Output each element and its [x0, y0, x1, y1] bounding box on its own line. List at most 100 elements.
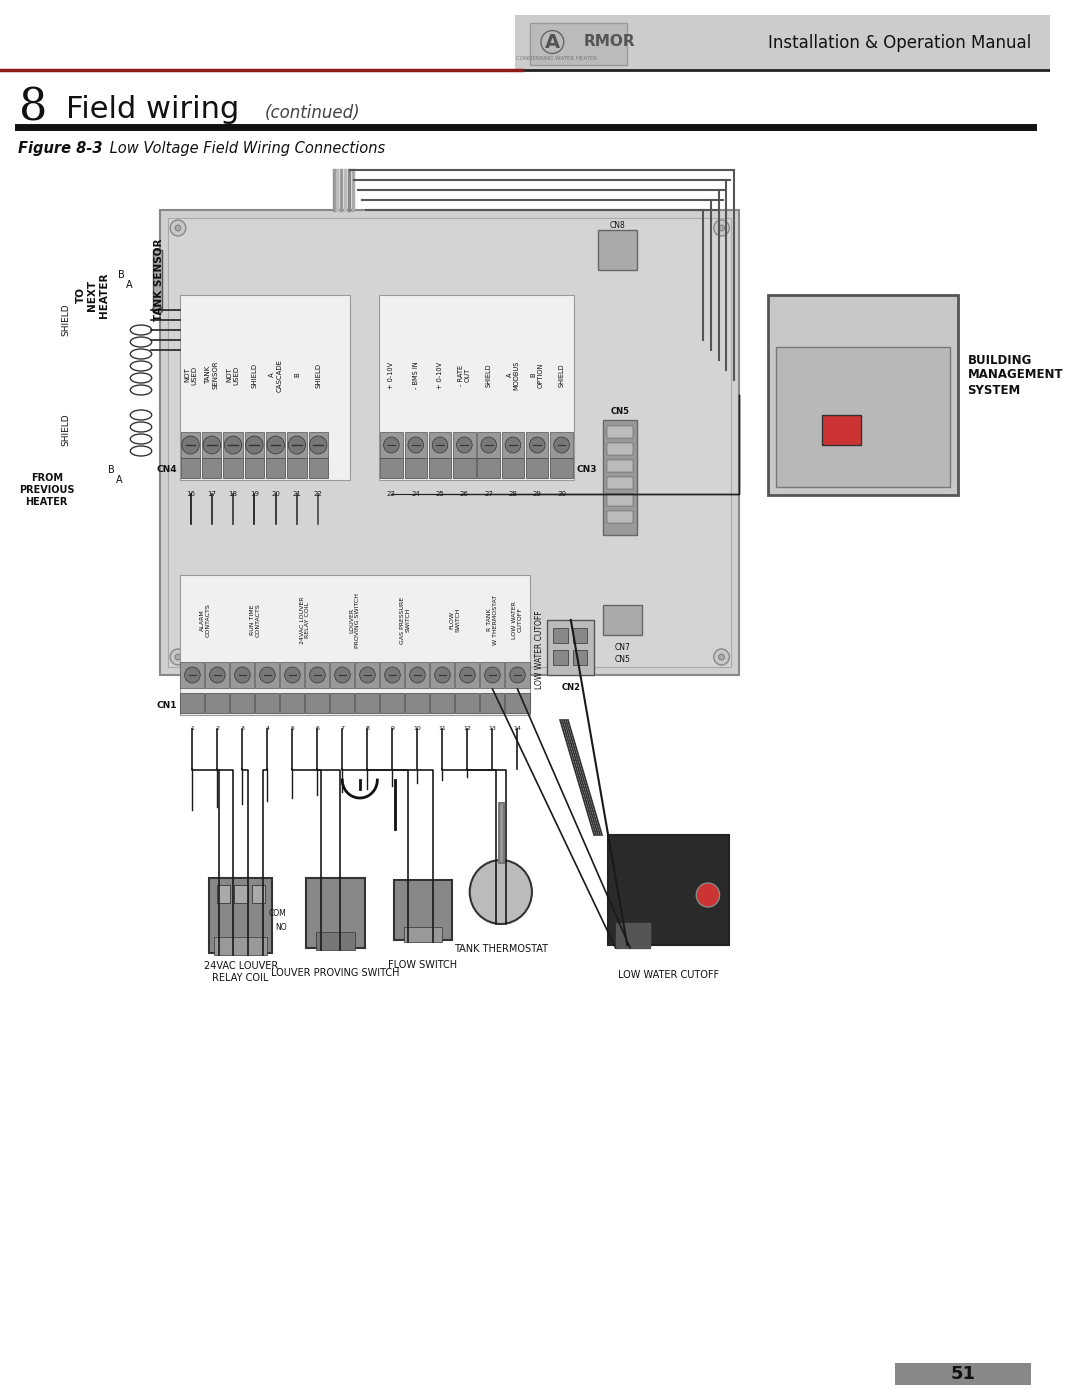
Text: 5: 5 [291, 726, 295, 732]
Bar [431, 693, 455, 712]
Text: CN5: CN5 [615, 655, 631, 665]
Text: TANK SENSOR: TANK SENSOR [153, 239, 163, 321]
Text: 17: 17 [207, 490, 216, 497]
Text: SHIELD: SHIELD [486, 363, 491, 387]
Text: A
CASCADE: A CASCADE [269, 359, 282, 391]
Bar [180, 458, 200, 478]
Bar [454, 458, 475, 478]
Text: 22: 22 [314, 490, 323, 497]
Bar [477, 432, 500, 458]
Circle shape [259, 666, 275, 683]
Bar [309, 458, 328, 478]
Text: CONDENSING WATER HEATER: CONDENSING WATER HEATER [515, 56, 597, 61]
Bar [405, 662, 430, 687]
Text: LOW WATER
CUTOFF: LOW WATER CUTOFF [512, 601, 523, 638]
Bar [394, 880, 453, 940]
Bar [505, 662, 529, 687]
Bar [553, 650, 568, 665]
Bar [180, 693, 204, 712]
Bar [252, 886, 266, 902]
Text: CN5: CN5 [610, 408, 630, 416]
Bar [205, 693, 229, 712]
Bar [481, 662, 504, 687]
Bar [477, 458, 500, 478]
Text: R TANK
W THERMOSTAT: R TANK W THERMOSTAT [487, 595, 498, 645]
Circle shape [460, 666, 475, 683]
Text: 24VAC LOUVER
RELAY COIL: 24VAC LOUVER RELAY COIL [203, 961, 278, 983]
Bar [481, 693, 504, 712]
Text: 7: 7 [340, 726, 345, 732]
Bar [616, 923, 649, 949]
Circle shape [225, 436, 242, 454]
Text: A
MODBUS: A MODBUS [507, 360, 519, 390]
Bar [355, 693, 379, 712]
Text: NOT
USED: NOT USED [184, 366, 197, 384]
Text: 2: 2 [215, 726, 219, 732]
Bar [180, 662, 204, 687]
Bar [245, 458, 264, 478]
Bar [505, 693, 529, 712]
Text: NO: NO [275, 923, 287, 933]
Bar [205, 662, 229, 687]
Bar [281, 693, 305, 712]
Text: 4: 4 [266, 726, 269, 732]
Circle shape [335, 666, 350, 683]
Bar [234, 886, 248, 902]
Bar [355, 662, 379, 687]
Text: FROM
PREVIOUS
HEATER: FROM PREVIOUS HEATER [19, 474, 75, 507]
Bar [180, 432, 200, 458]
Text: ALARM
CONTACTS: ALARM CONTACTS [200, 604, 211, 637]
Bar [607, 476, 633, 489]
Text: B: B [294, 373, 300, 377]
Text: B: B [118, 270, 125, 279]
Circle shape [554, 437, 569, 453]
Text: 27: 27 [484, 490, 494, 497]
Bar [608, 835, 729, 944]
Bar [266, 432, 285, 458]
Bar [894, 1363, 1030, 1384]
Bar [607, 443, 633, 455]
Bar [607, 495, 633, 506]
Text: CN1: CN1 [157, 700, 177, 710]
Text: 30: 30 [557, 490, 566, 497]
Text: FLOW SWITCH: FLOW SWITCH [389, 960, 458, 970]
Text: B
OPTION: B OPTION [530, 362, 544, 388]
Text: 3: 3 [241, 726, 244, 732]
Circle shape [505, 437, 521, 453]
Text: 51: 51 [950, 1365, 975, 1383]
Circle shape [434, 666, 450, 683]
Text: RUN TIME
CONTACTS: RUN TIME CONTACTS [249, 604, 260, 637]
Bar [210, 877, 272, 953]
Bar [217, 886, 230, 902]
Bar [548, 620, 594, 675]
Bar [281, 662, 305, 687]
Text: A: A [126, 279, 133, 291]
Bar [255, 693, 280, 712]
Text: LOUVER PROVING SWITCH: LOUVER PROVING SWITCH [271, 968, 400, 978]
Text: 14: 14 [514, 726, 522, 732]
Text: 8: 8 [19, 87, 48, 130]
Text: CN4: CN4 [157, 465, 177, 475]
Circle shape [181, 436, 200, 454]
Text: LOW WATER CUTOFF: LOW WATER CUTOFF [618, 970, 719, 981]
Text: 9: 9 [391, 726, 394, 732]
Bar [515, 15, 1050, 70]
Circle shape [310, 436, 327, 454]
Text: 24: 24 [411, 490, 420, 497]
Text: + 0-10V: + 0-10V [437, 362, 443, 388]
Bar [180, 295, 350, 481]
Circle shape [360, 666, 375, 683]
Bar [230, 662, 255, 687]
Text: B: B [108, 465, 116, 475]
Text: TANK
SENSOR: TANK SENSOR [205, 360, 218, 390]
Text: RMOR: RMOR [583, 34, 635, 49]
Text: 25: 25 [435, 490, 444, 497]
Bar [502, 432, 524, 458]
Bar [456, 662, 480, 687]
Bar [380, 432, 403, 458]
Text: A: A [544, 32, 559, 52]
Circle shape [457, 437, 472, 453]
Text: 8: 8 [365, 726, 369, 732]
Text: 23: 23 [387, 490, 396, 497]
Circle shape [171, 219, 186, 236]
